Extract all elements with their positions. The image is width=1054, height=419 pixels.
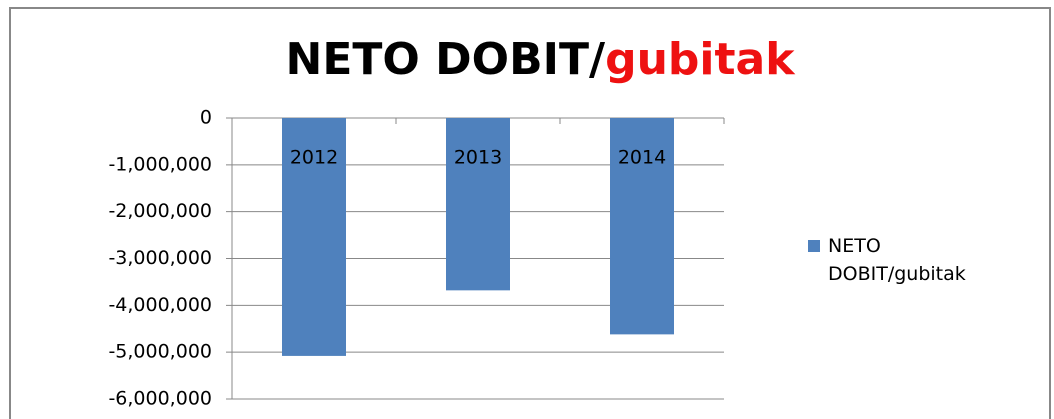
x-tick-label: 2014 [618, 147, 666, 169]
y-tick-label: 0 [200, 107, 212, 129]
legend-label: NETO DOBIT/gubitak [828, 235, 966, 285]
y-tick-label: -6,000,000 [108, 388, 212, 410]
legend: NETO DOBIT/gubitak [808, 232, 1028, 288]
legend-swatch [808, 240, 820, 252]
y-tick-label: -3,000,000 [108, 247, 212, 269]
y-tick-label: -1,000,000 [108, 153, 212, 175]
y-tick-label: -4,000,000 [108, 294, 212, 316]
bar [446, 118, 510, 291]
title-part: gubitak [605, 34, 796, 85]
x-tick-label: 2012 [290, 147, 338, 169]
title-part: NETO DOBIT/ [286, 34, 606, 85]
y-tick-label: -5,000,000 [108, 341, 212, 363]
bar [282, 118, 346, 356]
y-tick-label: -2,000,000 [108, 200, 212, 222]
chart-border [9, 7, 1051, 419]
x-tick-label: 2013 [454, 147, 502, 169]
chart-title: NETO DOBIT/gubitak [286, 34, 797, 85]
bar [610, 118, 674, 335]
